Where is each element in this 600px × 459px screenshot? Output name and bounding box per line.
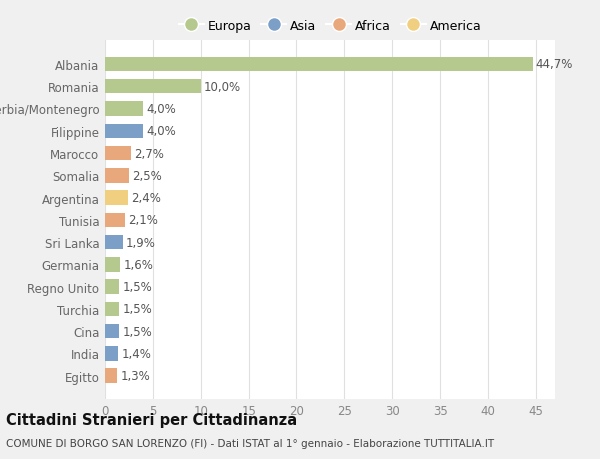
Text: 4,0%: 4,0% bbox=[146, 125, 176, 138]
Text: 1,6%: 1,6% bbox=[123, 258, 153, 271]
Text: 1,5%: 1,5% bbox=[122, 280, 152, 293]
Bar bbox=[105, 57, 533, 72]
Bar bbox=[105, 102, 143, 117]
Text: Cittadini Stranieri per Cittadinanza: Cittadini Stranieri per Cittadinanza bbox=[6, 413, 297, 428]
Bar bbox=[105, 369, 118, 383]
Bar bbox=[105, 213, 125, 228]
Bar bbox=[105, 347, 118, 361]
Bar bbox=[105, 235, 123, 250]
Text: 1,5%: 1,5% bbox=[122, 302, 152, 316]
Text: COMUNE DI BORGO SAN LORENZO (FI) - Dati ISTAT al 1° gennaio - Elaborazione TUTTI: COMUNE DI BORGO SAN LORENZO (FI) - Dati … bbox=[6, 438, 494, 448]
Text: 2,1%: 2,1% bbox=[128, 214, 158, 227]
Bar bbox=[105, 124, 143, 139]
Bar bbox=[105, 168, 129, 183]
Text: 1,4%: 1,4% bbox=[121, 347, 151, 360]
Legend: Europa, Asia, Africa, America: Europa, Asia, Africa, America bbox=[176, 17, 484, 35]
Text: 1,9%: 1,9% bbox=[126, 236, 156, 249]
Text: 4,0%: 4,0% bbox=[146, 103, 176, 116]
Bar bbox=[105, 324, 119, 339]
Text: 2,7%: 2,7% bbox=[134, 147, 164, 160]
Bar bbox=[105, 257, 121, 272]
Bar bbox=[105, 302, 119, 316]
Text: 10,0%: 10,0% bbox=[203, 80, 241, 94]
Text: 44,7%: 44,7% bbox=[536, 58, 573, 71]
Bar bbox=[105, 280, 119, 294]
Text: 2,5%: 2,5% bbox=[132, 169, 161, 182]
Bar bbox=[105, 146, 131, 161]
Bar bbox=[105, 191, 128, 205]
Text: 2,4%: 2,4% bbox=[131, 191, 161, 205]
Text: 1,5%: 1,5% bbox=[122, 325, 152, 338]
Text: 1,3%: 1,3% bbox=[121, 369, 150, 382]
Bar bbox=[105, 80, 201, 94]
